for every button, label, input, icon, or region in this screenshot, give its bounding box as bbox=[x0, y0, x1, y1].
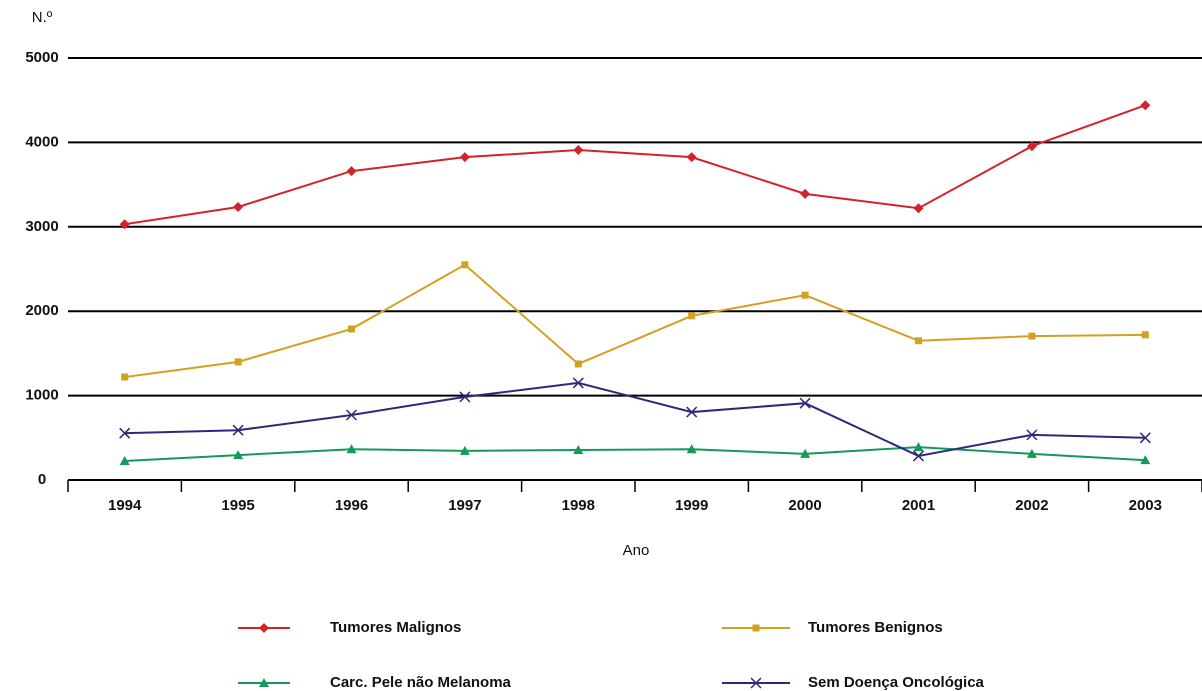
legend-label: Sem Doença Oncológica bbox=[808, 674, 985, 691]
marker bbox=[119, 456, 130, 466]
marker bbox=[259, 623, 269, 633]
marker bbox=[801, 291, 809, 299]
marker bbox=[233, 201, 244, 212]
marker bbox=[572, 377, 584, 389]
x-tick-label: 1999 bbox=[675, 497, 708, 514]
marker bbox=[119, 427, 131, 439]
x-tick-label: 2003 bbox=[1129, 497, 1162, 514]
marker bbox=[915, 337, 922, 345]
x-tick-label: 1996 bbox=[335, 497, 368, 514]
marker bbox=[259, 678, 269, 687]
marker bbox=[800, 188, 811, 199]
marker bbox=[1139, 432, 1151, 444]
y-axis-label: N.º bbox=[32, 9, 53, 26]
marker bbox=[121, 373, 129, 381]
marker bbox=[686, 152, 697, 163]
legend-label: Carc. Pele não Melanoma bbox=[330, 674, 512, 691]
marker bbox=[119, 219, 130, 230]
x-tick-label: 2002 bbox=[1015, 497, 1048, 514]
marker bbox=[348, 325, 355, 333]
marker bbox=[1028, 332, 1036, 340]
marker bbox=[573, 445, 584, 455]
marker bbox=[233, 450, 244, 460]
y-tick-label: 3000 bbox=[25, 218, 58, 235]
marker bbox=[1140, 100, 1151, 111]
marker bbox=[1140, 455, 1151, 465]
marker bbox=[459, 152, 470, 163]
x-tick-label: 2001 bbox=[902, 497, 935, 514]
x-tick-label: 1995 bbox=[221, 497, 254, 514]
marker bbox=[234, 358, 242, 366]
legend-label: Tumores Benignos bbox=[808, 619, 943, 636]
marker bbox=[461, 261, 469, 269]
x-tick-label: 1994 bbox=[108, 497, 142, 514]
y-tick-label: 2000 bbox=[25, 302, 58, 319]
marker bbox=[345, 409, 358, 421]
y-tick-label: 1000 bbox=[25, 387, 58, 404]
marker bbox=[686, 406, 698, 418]
marker bbox=[459, 445, 470, 455]
marker bbox=[750, 677, 762, 689]
marker bbox=[686, 444, 697, 454]
marker bbox=[459, 391, 471, 403]
marker bbox=[346, 166, 357, 177]
marker bbox=[574, 360, 582, 368]
marker bbox=[1026, 141, 1037, 152]
series-line bbox=[124, 263, 1146, 379]
series-line bbox=[124, 104, 1146, 226]
marker bbox=[799, 397, 811, 409]
marker bbox=[1026, 429, 1038, 441]
marker bbox=[573, 144, 584, 155]
series-line bbox=[124, 446, 1146, 463]
marker bbox=[1141, 331, 1149, 339]
x-tick-label: 2000 bbox=[788, 497, 821, 514]
y-tick-label: 4000 bbox=[25, 133, 58, 150]
y-tick-label: 5000 bbox=[25, 49, 58, 66]
marker bbox=[912, 450, 925, 462]
x-tick-label: 1998 bbox=[562, 497, 595, 514]
marker bbox=[800, 448, 811, 458]
marker bbox=[752, 624, 760, 632]
x-axis-label: Ano bbox=[623, 542, 650, 559]
marker bbox=[346, 444, 357, 454]
x-tick-label: 1997 bbox=[448, 497, 481, 514]
legend-label: Tumores Malignos bbox=[330, 619, 461, 636]
marker bbox=[913, 442, 924, 452]
y-tick-label: 0 bbox=[38, 471, 46, 488]
marker bbox=[688, 312, 696, 320]
series-line bbox=[124, 381, 1146, 457]
marker bbox=[232, 424, 244, 436]
marker bbox=[1026, 448, 1037, 458]
marker bbox=[913, 203, 924, 214]
